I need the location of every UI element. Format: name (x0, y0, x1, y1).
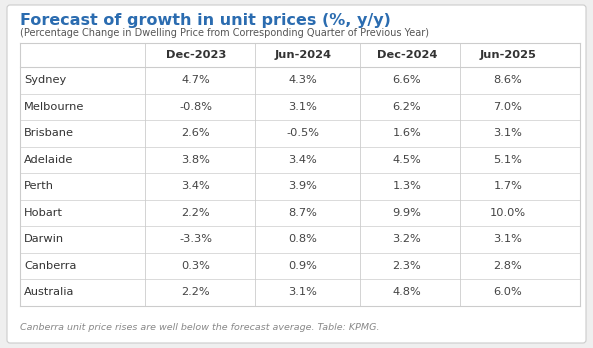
Text: 2.2%: 2.2% (181, 287, 211, 297)
Text: 10.0%: 10.0% (490, 208, 526, 218)
Text: Canberra: Canberra (24, 261, 76, 271)
Text: Jun-2024: Jun-2024 (275, 50, 331, 60)
Text: Brisbane: Brisbane (24, 128, 74, 138)
Text: 2.2%: 2.2% (181, 208, 211, 218)
Text: -0.8%: -0.8% (180, 102, 212, 112)
Text: 3.1%: 3.1% (289, 102, 317, 112)
Text: 6.2%: 6.2% (393, 102, 421, 112)
Text: 6.6%: 6.6% (393, 75, 421, 85)
Text: Sydney: Sydney (24, 75, 66, 85)
Text: 4.8%: 4.8% (393, 287, 422, 297)
Text: 3.9%: 3.9% (289, 181, 317, 191)
Text: 2.8%: 2.8% (493, 261, 522, 271)
Text: 1.6%: 1.6% (393, 128, 422, 138)
Text: 1.3%: 1.3% (393, 181, 422, 191)
Text: 4.5%: 4.5% (393, 155, 422, 165)
Text: 3.1%: 3.1% (493, 128, 522, 138)
Text: 3.1%: 3.1% (493, 234, 522, 244)
Text: 8.6%: 8.6% (493, 75, 522, 85)
Text: 3.4%: 3.4% (289, 155, 317, 165)
Text: -3.3%: -3.3% (180, 234, 212, 244)
Text: 9.9%: 9.9% (393, 208, 422, 218)
Text: 4.3%: 4.3% (289, 75, 317, 85)
Text: 3.8%: 3.8% (181, 155, 211, 165)
Text: 3.2%: 3.2% (393, 234, 422, 244)
Text: Dec-2024: Dec-2024 (377, 50, 437, 60)
Text: 3.1%: 3.1% (289, 287, 317, 297)
Text: 0.3%: 0.3% (181, 261, 211, 271)
Text: Canberra unit price rises are well below the forecast average. Table: KPMG.: Canberra unit price rises are well below… (20, 323, 380, 332)
Text: Hobart: Hobart (24, 208, 63, 218)
Text: 0.8%: 0.8% (289, 234, 317, 244)
Text: Melbourne: Melbourne (24, 102, 84, 112)
Text: -0.5%: -0.5% (286, 128, 320, 138)
Text: 3.4%: 3.4% (181, 181, 211, 191)
Text: 0.9%: 0.9% (289, 261, 317, 271)
Text: 2.6%: 2.6% (181, 128, 211, 138)
Text: Australia: Australia (24, 287, 74, 297)
Text: Jun-2025: Jun-2025 (480, 50, 537, 60)
Text: 8.7%: 8.7% (289, 208, 317, 218)
Text: Adelaide: Adelaide (24, 155, 74, 165)
Text: (Percentage Change in Dwelling Price from Corresponding Quarter of Previous Year: (Percentage Change in Dwelling Price fro… (20, 28, 429, 38)
Text: 4.7%: 4.7% (181, 75, 211, 85)
Text: Darwin: Darwin (24, 234, 64, 244)
Text: Forecast of growth in unit prices (%, y/y): Forecast of growth in unit prices (%, y/… (20, 13, 391, 28)
Text: 1.7%: 1.7% (493, 181, 522, 191)
FancyBboxPatch shape (7, 5, 586, 343)
Text: 6.0%: 6.0% (493, 287, 522, 297)
Text: 5.1%: 5.1% (493, 155, 522, 165)
Text: 2.3%: 2.3% (393, 261, 422, 271)
Text: Perth: Perth (24, 181, 54, 191)
Text: 7.0%: 7.0% (493, 102, 522, 112)
Text: Dec-2023: Dec-2023 (166, 50, 226, 60)
